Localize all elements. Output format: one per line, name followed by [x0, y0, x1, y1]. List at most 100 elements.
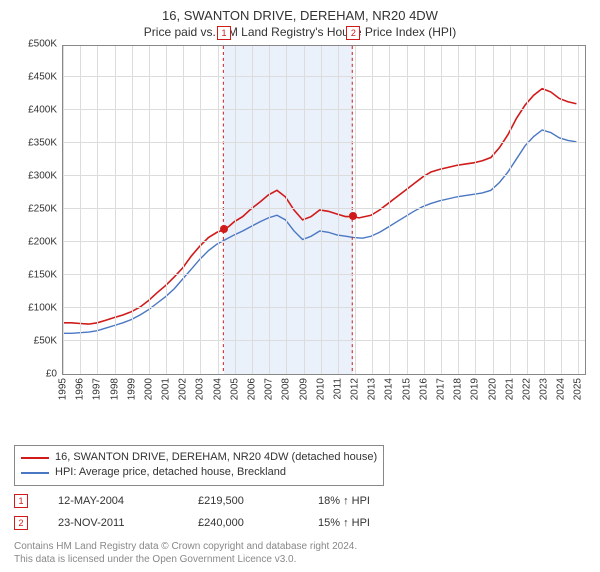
x-tick-label: 2004 [212, 378, 223, 400]
gridline-v [424, 46, 425, 374]
gridline-v [80, 46, 81, 374]
legend-row: 16, SWANTON DRIVE, DEREHAM, NR20 4DW (de… [21, 450, 377, 465]
gridline-v [183, 46, 184, 374]
x-tick-label: 2006 [246, 378, 257, 400]
gridline-v [407, 46, 408, 374]
gridline-v [252, 46, 253, 374]
gridline-v [372, 46, 373, 374]
sale-marker-box: 2 [346, 26, 360, 40]
gridline-v [561, 46, 562, 374]
sale-row: 1 12-MAY-2004 £219,500 18% ↑ HPI [14, 494, 586, 508]
y-tick-label: £400K [28, 105, 57, 116]
gridline-h [63, 241, 585, 242]
sale-delta: 15% ↑ HPI [318, 517, 370, 529]
x-tick-label: 1998 [109, 378, 120, 400]
gridline-v [97, 46, 98, 374]
series-property [63, 89, 576, 324]
gridline-h [63, 109, 585, 110]
x-tick-label: 2012 [350, 378, 361, 400]
gridline-v [578, 46, 579, 374]
x-tick-label: 2003 [195, 378, 206, 400]
gridline-v [235, 46, 236, 374]
gridline-v [200, 46, 201, 374]
chart-title: 16, SWANTON DRIVE, DEREHAM, NR20 4DW [14, 8, 586, 23]
x-tick-label: 2000 [143, 378, 154, 400]
y-tick-label: £350K [28, 138, 57, 149]
chart-subtitle: Price paid vs. HM Land Registry's House … [14, 25, 586, 39]
y-tick-label: £200K [28, 237, 57, 248]
y-tick-label: £0 [46, 369, 57, 380]
gridline-v [475, 46, 476, 374]
gridline-v [132, 46, 133, 374]
chart-area: £0£50K£100K£150K£200K£250K£300K£350K£400… [14, 45, 586, 415]
sale-date: 12-MAY-2004 [58, 495, 168, 507]
sale-date: 23-NOV-2011 [58, 517, 168, 529]
y-tick-label: £150K [28, 270, 57, 281]
x-tick-label: 2015 [401, 378, 412, 400]
sale-marker-dot [349, 212, 357, 220]
gridline-v [338, 46, 339, 374]
sale-row: 223-NOV-2011£240,00015% ↑ HPI [14, 516, 586, 530]
gridline-v [441, 46, 442, 374]
footer: Contains HM Land Registry data © Crown c… [14, 540, 586, 566]
x-tick-label: 1996 [75, 378, 86, 400]
sale-marker-dot [220, 225, 228, 233]
gridline-v [389, 46, 390, 374]
x-tick-label: 2002 [178, 378, 189, 400]
gridline-v [510, 46, 511, 374]
x-tick-label: 2011 [332, 378, 343, 400]
gridline-v [218, 46, 219, 374]
legend-swatch-hpi [21, 472, 49, 474]
x-tick-label: 2019 [470, 378, 481, 400]
legend-label-property: 16, SWANTON DRIVE, DEREHAM, NR20 4DW (de… [55, 450, 377, 465]
gridline-h [63, 175, 585, 176]
sale-delta: 18% ↑ HPI [318, 495, 370, 507]
y-tick-label: £250K [28, 204, 57, 215]
x-tick-label: 2009 [298, 378, 309, 400]
sales-list: 112-MAY-2004£219,50018% ↑ HPI223-NOV-201… [14, 494, 586, 530]
x-tick-label: 2010 [315, 378, 326, 400]
gridline-v [149, 46, 150, 374]
sale-marker-box: 1 [217, 26, 231, 40]
gridline-v [355, 46, 356, 374]
gridline-v [458, 46, 459, 374]
x-tick-label: 1997 [92, 378, 103, 400]
legend-row: HPI: Average price, detached house, Brec… [21, 465, 377, 480]
gridline-v [304, 46, 305, 374]
sale-price: £219,500 [198, 495, 288, 507]
x-tick-label: 2017 [435, 378, 446, 400]
line-series-svg [63, 46, 585, 374]
x-tick-label: 2013 [367, 378, 378, 400]
gridline-h [63, 307, 585, 308]
series-hpi [63, 130, 576, 333]
gridline-h [63, 340, 585, 341]
x-tick-label: 2025 [573, 378, 584, 400]
y-tick-label: £50K [34, 336, 57, 347]
x-tick-label: 2021 [504, 378, 515, 400]
gridline-v [321, 46, 322, 374]
x-tick-label: 2001 [161, 378, 172, 400]
x-tick-label: 1999 [126, 378, 137, 400]
y-tick-label: £450K [28, 72, 57, 83]
gridline-v [544, 46, 545, 374]
gridline-v [63, 46, 64, 374]
x-tick-label: 2014 [384, 378, 395, 400]
x-tick-label: 2016 [418, 378, 429, 400]
x-tick-label: 2022 [521, 378, 532, 400]
legend-label-hpi: HPI: Average price, detached house, Brec… [55, 465, 286, 480]
sale-price: £240,000 [198, 517, 288, 529]
gridline-v [527, 46, 528, 374]
y-tick-label: £500K [28, 39, 57, 50]
gridline-v [269, 46, 270, 374]
x-tick-label: 2020 [487, 378, 498, 400]
gridline-v [166, 46, 167, 374]
sale-index-box: 1 [14, 494, 28, 508]
footer-line: Contains HM Land Registry data © Crown c… [14, 540, 586, 553]
gridline-v [493, 46, 494, 374]
x-tick-label: 2008 [281, 378, 292, 400]
x-tick-label: 2023 [539, 378, 550, 400]
x-tick-label: 2007 [264, 378, 275, 400]
gridline-v [115, 46, 116, 374]
gridline-h [63, 274, 585, 275]
x-tick-label: 2005 [229, 378, 240, 400]
